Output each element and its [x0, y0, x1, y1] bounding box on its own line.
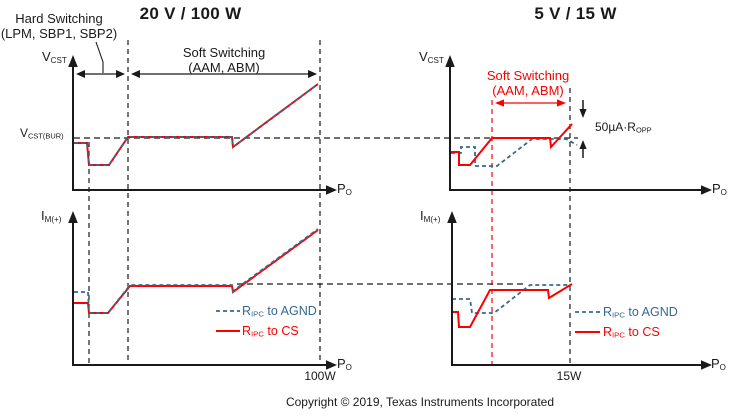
- im-axis-label-left: IM(+): [41, 208, 62, 224]
- figure-title-right: 5 V / 15 W: [534, 4, 617, 23]
- copyright-text: Copyright © 2019, Texas Instruments Inco…: [285, 395, 555, 409]
- x-full-scale-15w: 15W: [556, 369, 582, 383]
- hard-switching-label: Hard Switching (LPM, SBP1, SBP2): [0, 11, 118, 41]
- soft-switching-label-left: Soft Switching (AAM, ABM): [182, 45, 266, 75]
- vcst-axis-label-left: VCST: [42, 49, 67, 65]
- vcst-axis-label-right: VCST: [419, 49, 444, 65]
- po-axis-label-top-left: PO: [337, 181, 352, 197]
- vcst-bur-level-label: VCST(BUR): [20, 126, 64, 141]
- legend-cs-right: RIPC to CS: [603, 325, 660, 340]
- im-axis-label-right: IM(+): [420, 208, 441, 224]
- po-axis-label-bottom-left: PO: [337, 356, 352, 372]
- legend-cs-left: RIPC to CS: [242, 324, 299, 339]
- x-full-scale-100w: 100W: [304, 369, 336, 383]
- legend-agnd-left: RIPC to AGND: [242, 304, 317, 319]
- ropp-delta-label: 50µA·ROPP: [595, 120, 652, 135]
- figure-title-left: 20 V / 100 W: [139, 4, 242, 23]
- po-axis-label-top-right: PO: [712, 181, 727, 197]
- soft-switching-label-right: Soft Switching (AAM, ABM): [486, 68, 570, 98]
- legend-agnd-right: RIPC to AGND: [603, 305, 678, 320]
- po-axis-label-bottom-right: PO: [711, 356, 726, 372]
